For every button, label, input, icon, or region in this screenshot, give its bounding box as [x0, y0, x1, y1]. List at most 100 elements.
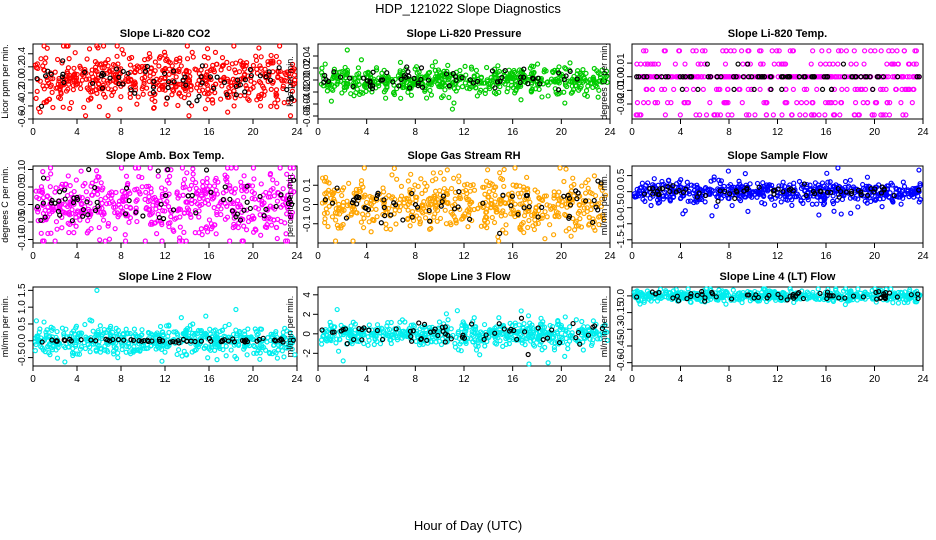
x-tick-label: 12 [458, 127, 470, 138]
data-point [671, 86, 677, 93]
data-point [906, 61, 913, 67]
data-point [72, 50, 78, 56]
data-point [265, 61, 271, 68]
data-point [44, 193, 51, 199]
data-point [455, 85, 461, 91]
data-point [100, 72, 107, 78]
data-point [78, 168, 84, 174]
data-point [387, 226, 394, 232]
x-tick-label: 4 [74, 127, 80, 138]
data-point [778, 199, 784, 205]
data-point [93, 178, 99, 184]
data-point [105, 80, 111, 86]
data-point [768, 74, 774, 80]
data-point [44, 77, 50, 83]
data-point [157, 77, 163, 83]
data-point [94, 69, 100, 75]
data-point [592, 79, 598, 85]
data-point [470, 182, 476, 188]
data-point [244, 85, 250, 91]
data-point [108, 87, 115, 93]
data-point [339, 192, 345, 199]
data-point [199, 188, 205, 194]
data-point [468, 64, 475, 70]
data-point [763, 112, 769, 118]
data-point [651, 74, 658, 80]
data-point [238, 179, 244, 185]
data-point [654, 100, 661, 106]
data-point [70, 345, 76, 352]
x-tick-label: 16 [203, 251, 215, 262]
data-point [112, 210, 118, 216]
data-point [186, 207, 192, 213]
data-point [279, 348, 285, 354]
data-point [78, 85, 84, 92]
data-point [877, 86, 884, 93]
data-point [170, 87, 176, 93]
data-point [174, 351, 180, 358]
data-point [140, 213, 146, 219]
data-point [266, 71, 272, 77]
data-point [167, 220, 173, 226]
data-point [733, 74, 739, 80]
data-point [470, 80, 476, 86]
data-point [62, 80, 68, 86]
data-point [452, 74, 459, 80]
data-point [100, 43, 107, 49]
data-point [167, 60, 173, 66]
data-point [696, 74, 702, 80]
data-point [175, 195, 181, 201]
y-tick-label: 0.04 [302, 46, 313, 66]
y-tick-label: -0.5 [17, 349, 28, 367]
data-point [182, 184, 188, 190]
data-point [183, 238, 189, 244]
data-point [34, 88, 40, 95]
data-point [162, 87, 168, 93]
data-point [146, 183, 152, 189]
data-point [529, 63, 535, 69]
data-point [152, 59, 158, 65]
data-point [142, 238, 148, 244]
data-point [34, 75, 40, 82]
data-point [512, 165, 518, 171]
data-point [484, 64, 490, 71]
data-point [864, 174, 871, 180]
data-point [422, 187, 428, 193]
data-point [122, 238, 129, 244]
data-point [595, 70, 601, 76]
data-point [284, 87, 290, 93]
data-point [887, 100, 893, 106]
data-points [318, 47, 610, 112]
data-point [226, 65, 232, 72]
data-point [854, 86, 860, 93]
data-point [723, 100, 729, 106]
data-point [462, 63, 468, 69]
data-point [99, 205, 105, 211]
data-point [40, 83, 46, 89]
data-point [40, 238, 46, 244]
data-point [700, 86, 706, 93]
data-point [198, 67, 204, 73]
data-point [136, 174, 142, 180]
data-point [761, 100, 767, 106]
data-point [740, 61, 746, 67]
data-point [413, 64, 420, 70]
data-point [184, 43, 190, 49]
x-tick-label: 12 [159, 251, 171, 262]
data-point [180, 77, 186, 83]
data-point [160, 208, 166, 214]
data-point [81, 104, 87, 111]
data-point [900, 112, 906, 118]
x-tick-label: 4 [678, 251, 684, 262]
data-point [135, 94, 141, 100]
data-point [386, 192, 392, 199]
data-point [109, 92, 115, 99]
data-point [788, 112, 795, 118]
data-point [112, 226, 118, 232]
data-point [364, 78, 371, 84]
data-point [203, 72, 210, 78]
data-point [512, 90, 518, 96]
data-point [258, 232, 264, 238]
data-point [41, 319, 47, 325]
data-point [242, 77, 248, 83]
